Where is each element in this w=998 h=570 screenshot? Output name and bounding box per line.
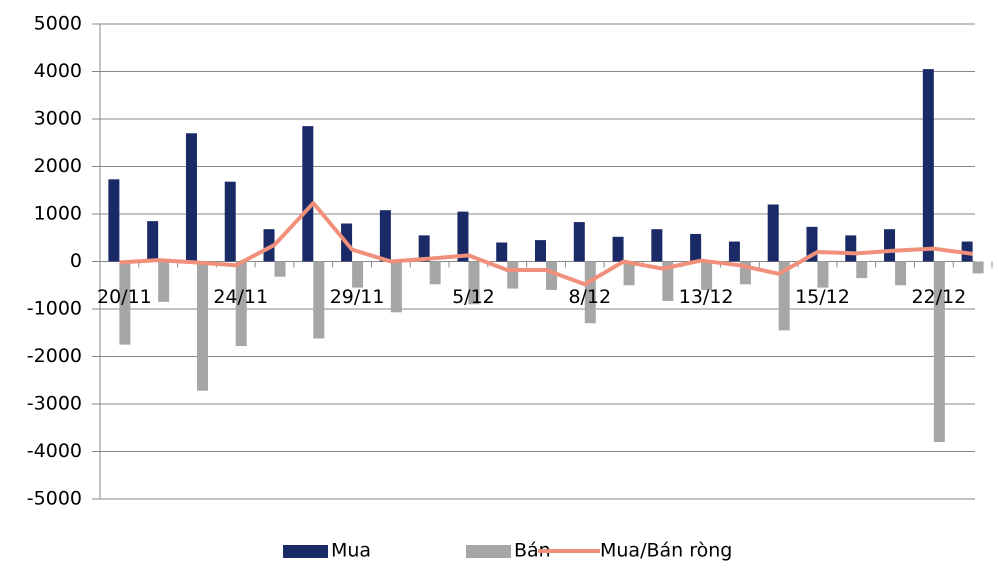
- legend-swatch: [283, 545, 328, 558]
- bar: [468, 261, 480, 305]
- x-tick-label: 20/11: [97, 286, 152, 308]
- y-tick-label: -5000: [27, 488, 82, 510]
- bar: [739, 261, 751, 285]
- bar: [429, 261, 441, 285]
- bar: [662, 261, 674, 301]
- bar: [185, 133, 197, 262]
- bar: [418, 235, 430, 262]
- bar: [263, 229, 275, 262]
- bar: [972, 261, 984, 274]
- bar: [313, 261, 325, 339]
- legend-label: Mua/Bán ròng: [600, 540, 732, 562]
- bar: [884, 229, 896, 262]
- bar: [817, 261, 829, 288]
- x-tick-label: 13/12: [679, 286, 734, 308]
- bar: [390, 261, 402, 313]
- bar: [651, 229, 663, 262]
- bar: [535, 240, 546, 262]
- x-tick-label: 15/12: [795, 286, 850, 308]
- bar: [767, 204, 779, 262]
- bar: [701, 261, 713, 290]
- y-tick-label: -1000: [27, 298, 82, 320]
- y-tick-label: 1000: [34, 203, 82, 225]
- bar: [108, 179, 120, 262]
- bar: [933, 261, 945, 442]
- bar: [922, 69, 934, 262]
- bar: [274, 261, 286, 277]
- bar: [690, 233, 702, 262]
- x-tick-label: 5/12: [452, 286, 495, 308]
- bar: [856, 261, 868, 279]
- bar: [235, 261, 247, 347]
- y-tick-label: 3000: [34, 108, 82, 130]
- bar: [623, 261, 635, 286]
- legend-label: Bán: [514, 540, 551, 562]
- y-tick-label: 4000: [34, 60, 82, 82]
- bar: [546, 261, 557, 290]
- bar: [379, 210, 391, 262]
- bar: [119, 261, 131, 345]
- bar: [352, 261, 364, 288]
- bar: [778, 261, 790, 331]
- x-tick-label: 24/11: [213, 286, 268, 308]
- bar: [806, 226, 818, 262]
- bar: [302, 126, 314, 262]
- bar: [845, 235, 857, 262]
- x-tick-label: 22/12: [911, 286, 966, 308]
- x-tick-label: 8/12: [568, 286, 611, 308]
- y-tick-label: -2000: [27, 345, 82, 367]
- bar: [728, 241, 740, 262]
- bar: [612, 236, 624, 262]
- bar: [196, 261, 208, 391]
- bar: [147, 221, 159, 262]
- bar: [158, 261, 170, 302]
- y-tick-label: 0: [70, 250, 82, 272]
- y-tick-label: -3000: [27, 393, 82, 415]
- y-tick-label: -4000: [27, 440, 82, 462]
- x-tick-label: 29/11: [330, 286, 385, 308]
- y-tick-label: 2000: [34, 155, 82, 177]
- bar: [224, 181, 236, 262]
- bar: [507, 261, 519, 289]
- bar: [895, 261, 907, 286]
- bar: [496, 242, 508, 262]
- bar: [584, 261, 596, 324]
- legend-label: Mua: [331, 540, 371, 562]
- y-tick-label: 5000: [34, 13, 82, 35]
- bar: [573, 222, 585, 262]
- bar: [457, 211, 469, 262]
- line: [119, 201, 973, 287]
- legend-swatch: [466, 545, 511, 558]
